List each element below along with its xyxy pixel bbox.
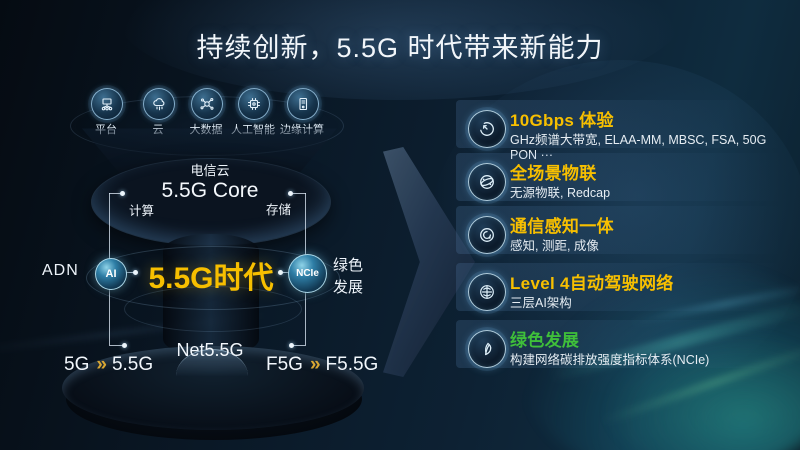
connector-dot [278, 270, 283, 275]
connector-line [292, 193, 306, 194]
evolution-to: 5.5G [111, 354, 154, 375]
storage-label: 存储 [266, 203, 292, 217]
row-highlight-band [456, 263, 784, 311]
core-ellipse [91, 158, 331, 246]
connector-line [125, 272, 134, 273]
connector-line [293, 345, 306, 346]
capability-subtitle: GHz频谱大带宽, ELAA-MM, MBSC, FSA, 50G PON ··… [510, 133, 767, 162]
connector-dot [133, 270, 138, 275]
capability-title: Level 4自动驾驶网络 [510, 274, 674, 293]
connector-line [109, 345, 122, 346]
capability-title: 通信感知一体 [510, 217, 614, 236]
evolution-from: 5G [64, 354, 90, 375]
gauge-icon [468, 110, 506, 148]
connector-dot [289, 343, 294, 348]
evolution-to: F5.5G [325, 354, 379, 375]
leaf-icon [468, 330, 506, 368]
aurora-green-glow [600, 330, 800, 450]
evolution-from: F5G [266, 354, 303, 375]
net55g-label: Net5.5G [176, 340, 244, 360]
era-label: 5.5G时代 [148, 262, 274, 295]
green-dev-label-line2: 发展 [333, 279, 364, 296]
gold-chevron-icon: » [309, 354, 320, 375]
capability-subtitle: 构建网络碳排放强度指标体系(NCIe) [510, 353, 710, 367]
telecom-cloud-label: 电信云 [190, 163, 230, 178]
connector-dot [122, 343, 127, 348]
connector-dot [288, 191, 293, 196]
capability-row: Level 4自动驾驶网络 三层AI架构 [456, 263, 784, 315]
capability-subtitle: 感知, 测距, 成像 [510, 239, 599, 253]
core-label: 5.5G Core [161, 179, 259, 202]
capability-row: 通信感知一体 感知, 测距, 成像 [456, 206, 784, 258]
ai-badge: AI [95, 258, 127, 290]
orbit-ring [124, 286, 302, 332]
aurora-glow [520, 260, 800, 450]
capability-row: 10Gbps 体验 GHz频谱大带宽, ELAA-MM, MBSC, FSA, … [456, 100, 784, 162]
sensing-icon [468, 216, 506, 254]
connector-line [109, 193, 122, 194]
row-highlight-band [456, 153, 784, 201]
compute-label: 计算 [129, 204, 155, 218]
connector-line [282, 272, 289, 273]
row-highlight-band [456, 320, 784, 368]
green-dev-label-line1: 绿色 [333, 257, 364, 274]
platform-icon [91, 88, 123, 120]
gold-chevron-icon: » [96, 354, 106, 375]
capability-subtitle: 无源物联, Redcap [510, 186, 611, 200]
ai-chip-icon [238, 88, 270, 120]
capability-subtitle: 三层AI架构 [510, 296, 572, 310]
edge-computing-icon [287, 88, 319, 120]
bigdata-icon [191, 88, 223, 120]
capability-title: 10Gbps 体验 [510, 111, 614, 130]
capability-title: 绿色发展 [510, 331, 580, 350]
capability-row: 绿色发展 构建网络碳排放强度指标体系(NCIe) [456, 320, 784, 372]
slide-title: 持续创新，5.5G 时代带来新能力 [196, 33, 604, 63]
capability-title: 全场景物联 [510, 164, 597, 183]
row-highlight-band [456, 206, 784, 254]
capability-row: 全场景物联 无源物联, Redcap [456, 153, 784, 205]
ncie-badge: NCIe [288, 254, 327, 293]
iot-globe-icon [468, 163, 506, 201]
cloud-icon [143, 88, 175, 120]
row-highlight-band [456, 100, 784, 148]
adn-label: ADN [42, 262, 79, 279]
evolution-5g: 5G » 5.5G [64, 354, 153, 376]
evolution-f5g: F5G » F5.5G [266, 354, 378, 376]
connector-dot [120, 191, 125, 196]
autonomous-network-icon [468, 273, 506, 311]
